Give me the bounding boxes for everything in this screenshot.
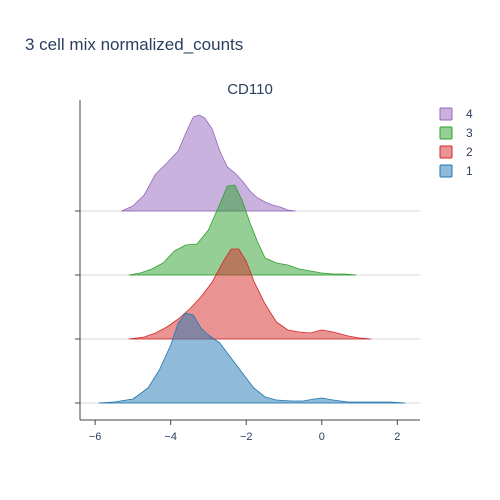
legend-item-1[interactable]: 1 [439,164,473,178]
ridge-group [98,114,406,404]
legend-item-3[interactable]: 3 [439,126,473,140]
x-tick-group: −6 −4 −2 0 2 [89,420,400,443]
legend-swatch-3 [439,126,453,140]
legend-swatch-4 [439,107,453,121]
legend-swatch-1 [439,164,453,178]
legend-label-4: 4 [466,107,473,121]
ridge-series-3[interactable] [128,184,357,276]
ridge-series-4[interactable] [121,114,296,212]
ridge-series-1[interactable] [98,312,406,404]
legend-label-3: 3 [466,126,473,140]
legend[interactable]: 4 3 2 1 [439,107,473,178]
x-tick-label-3: 0 [319,431,325,443]
legend-swatch-2 [439,145,453,159]
legend-item-2[interactable]: 2 [439,145,473,159]
legend-label-2: 2 [466,145,473,159]
y-tick-group [75,210,80,404]
chart-subtitle: CD110 [227,81,273,98]
chart-title: 3 cell mix normalized_counts [25,35,243,54]
legend-item-4[interactable]: 4 [439,107,473,121]
x-tick-label-2: −2 [240,431,253,443]
x-tick-label-1: −4 [164,431,177,443]
x-tick-label-4: 2 [394,431,400,443]
legend-label-1: 1 [466,164,473,178]
x-tick-label-0: −6 [89,431,102,443]
